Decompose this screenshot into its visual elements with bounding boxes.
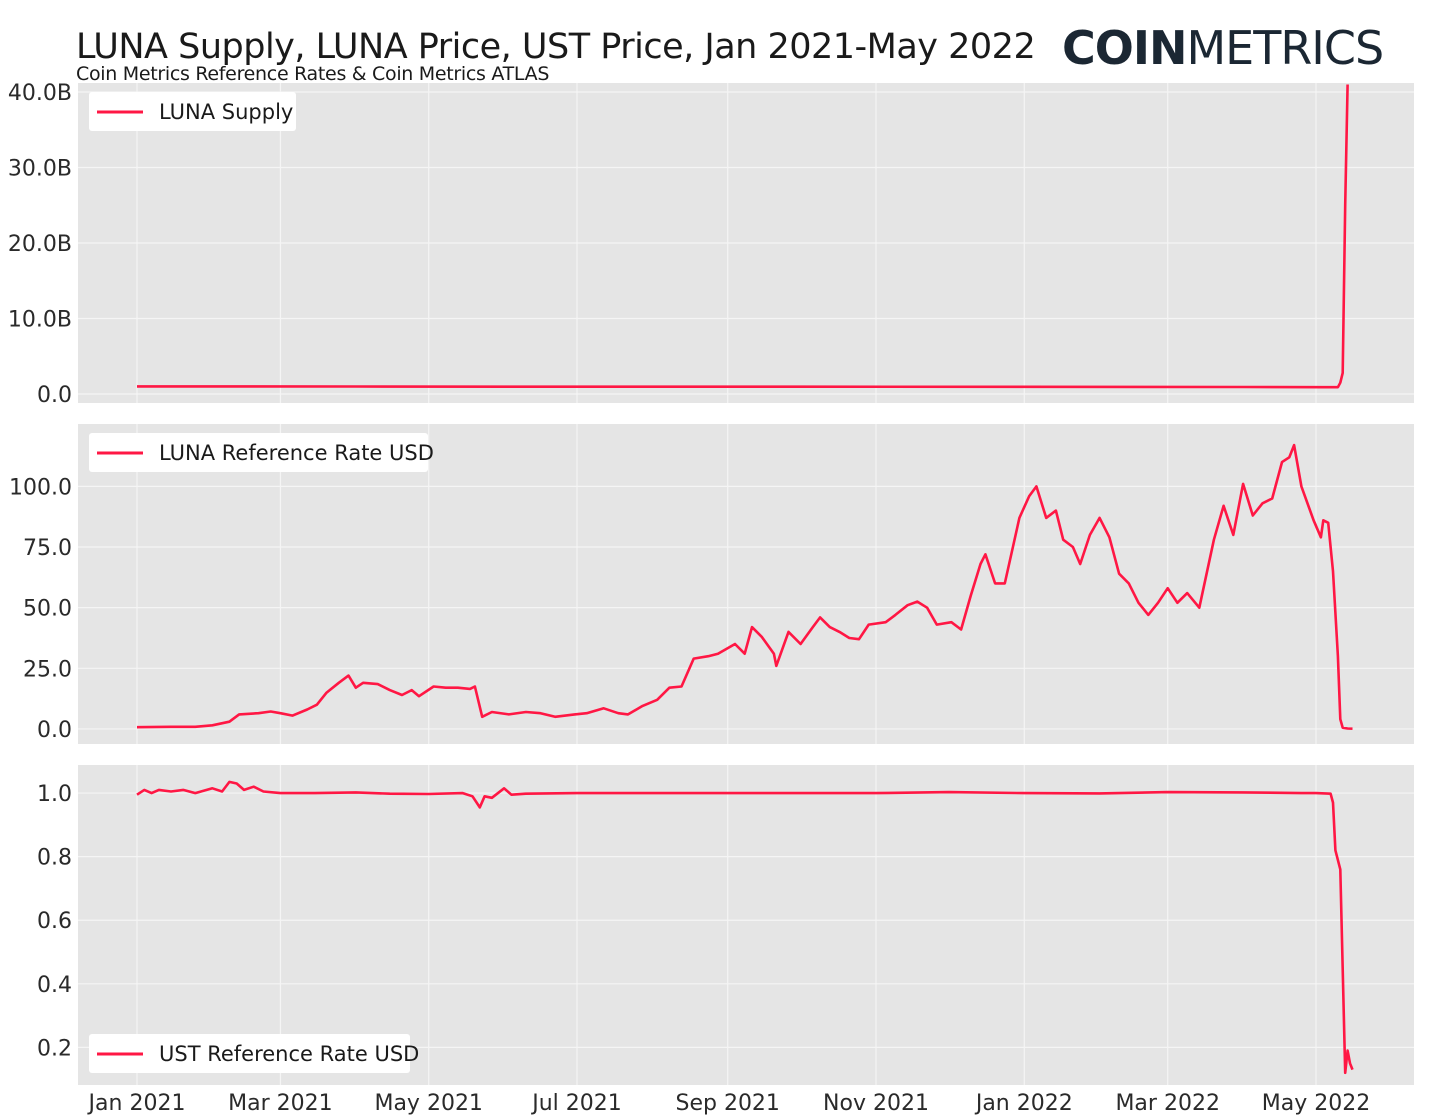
y-tick-label: 0.2 — [37, 1036, 72, 1061]
y-tick-label: 1.0 — [37, 782, 72, 807]
y-tick-label: 20.0B — [8, 232, 72, 257]
x-tick-label: Jan 2022 — [974, 1091, 1073, 1116]
chart-subtitle: Coin Metrics Reference Rates & Coin Metr… — [76, 63, 550, 85]
x-tick-label: Mar 2022 — [1115, 1091, 1220, 1116]
legend-label: UST Reference Rate USD — [159, 1042, 419, 1066]
logo-light-text: METRICS — [1186, 21, 1384, 75]
y-tick-label: 0.4 — [37, 973, 72, 998]
legend-box — [89, 1034, 410, 1073]
y-tick-label: 0.8 — [37, 846, 72, 871]
legend-box — [89, 92, 296, 131]
series-line — [136, 780, 1354, 1075]
x-tick-label: Jan 2021 — [87, 1091, 186, 1116]
legend-label: LUNA Supply — [159, 100, 293, 124]
y-tick-label: 75.0 — [23, 536, 72, 561]
y-tick-label: 30.0B — [8, 157, 72, 182]
x-tick-label: Mar 2021 — [228, 1091, 333, 1116]
plot-panel-background — [78, 424, 1414, 744]
x-tick-label: Sep 2021 — [675, 1091, 779, 1116]
x-tick-label: May 2022 — [1262, 1091, 1370, 1116]
x-tick-label: Nov 2021 — [823, 1091, 929, 1116]
y-tick-label: 10.0B — [8, 308, 72, 333]
y-tick-label: 0.0 — [37, 383, 72, 408]
series-line — [136, 443, 1353, 730]
y-tick-label: 0.6 — [37, 909, 72, 934]
y-tick-label: 100.0 — [9, 475, 72, 500]
x-tick-label: Jul 2021 — [530, 1091, 622, 1116]
y-tick-label: 50.0 — [23, 597, 72, 622]
legend-label: LUNA Reference Rate USD — [159, 441, 434, 465]
coinmetrics-logo: COINMETRICS — [1062, 20, 1384, 76]
logo-bold-text: COIN — [1062, 21, 1187, 75]
plot-panel-background — [78, 765, 1414, 1085]
x-tick-label: May 2021 — [374, 1091, 482, 1116]
y-tick-label: 0.0 — [37, 718, 72, 743]
legend-box — [89, 433, 428, 472]
y-tick-label: 25.0 — [23, 657, 72, 682]
series-line — [136, 84, 1349, 389]
y-tick-label: 40.0B — [8, 81, 72, 106]
chart-title: LUNA Supply, LUNA Price, UST Price, Jan … — [76, 27, 1036, 67]
